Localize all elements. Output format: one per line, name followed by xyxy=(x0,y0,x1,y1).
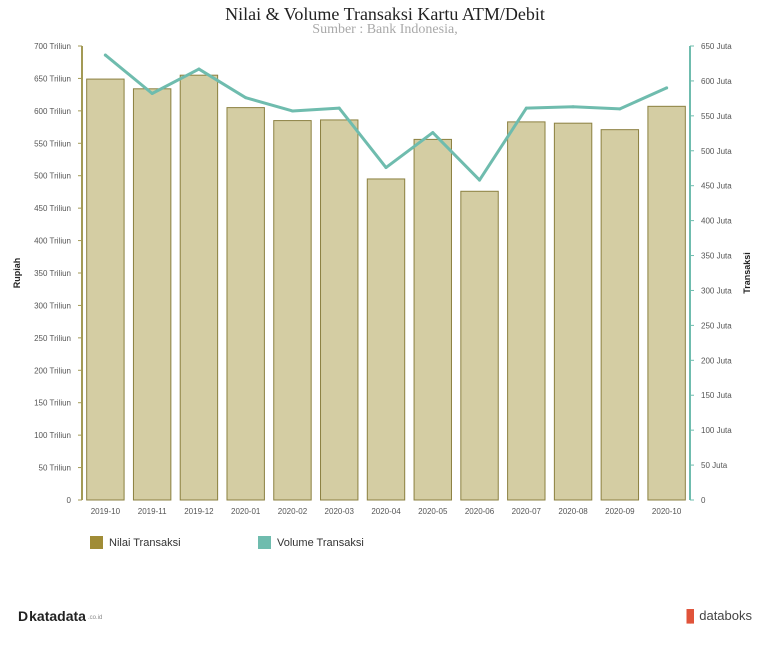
point-volume-2020-07 xyxy=(524,106,528,110)
right-axis-tick-label: 450 Juta xyxy=(701,182,732,191)
right-axis-tick-label: 100 Juta xyxy=(701,426,732,435)
point-volume-2019-10 xyxy=(103,53,107,57)
bar-nilai-2019-10 xyxy=(86,78,125,501)
databoks-bars-icon: ▐▌ xyxy=(682,608,698,623)
legend-item-nilai[interactable]: Nilai Transaksi xyxy=(90,536,181,549)
left-axis-tick-label: 450 Triliun xyxy=(34,204,71,213)
left-axis-tick-label: 50 Triliun xyxy=(39,464,71,473)
legend-label-nilai: Nilai Transaksi xyxy=(109,536,181,549)
katadata-logo-text: katadata xyxy=(29,608,86,624)
point-volume-2020-03 xyxy=(337,106,341,110)
databoks-logo-text: databoks xyxy=(699,608,752,623)
right-axis-tick-label: 300 Juta xyxy=(701,286,732,295)
bar-nilai-2020-04 xyxy=(366,178,406,501)
x-axis-tick-label: 2020-04 xyxy=(371,507,401,516)
bar-nilai-2020-06 xyxy=(460,190,499,501)
point-volume-2020-09 xyxy=(618,107,622,111)
bar-nilai-2020-07 xyxy=(507,121,546,501)
point-volume-2020-02 xyxy=(290,109,294,113)
x-axis-tick-label: 2020-08 xyxy=(558,507,588,516)
databoks-logo[interactable]: ▐▌ databoks xyxy=(682,608,752,623)
chart-title: Nilai & Volume Transaksi Kartu ATM/Debit xyxy=(225,4,545,24)
x-axis-tick-label: 2020-03 xyxy=(325,507,355,516)
left-axis-tick-label: 100 Triliun xyxy=(34,431,71,440)
katadata-logo[interactable]: D katadata .co.id xyxy=(18,608,102,624)
left-axis-tick-label: 400 Triliun xyxy=(34,237,71,246)
point-volume-2020-05 xyxy=(431,131,435,135)
left-axis-tick-label: 150 Triliun xyxy=(34,399,71,408)
left-axis-tick-label: 350 Triliun xyxy=(34,269,71,278)
bar-nilai-2020-03 xyxy=(320,119,359,501)
left-axis-tick-label: 500 Triliun xyxy=(34,172,71,181)
left-axis-tick-label: 0 xyxy=(67,496,72,505)
left-axis-tick-label: 300 Triliun xyxy=(34,301,71,310)
right-axis-tick-label: 150 Juta xyxy=(701,391,732,400)
bar-nilai-2020-10 xyxy=(647,105,686,501)
right-axis-tick-label: 500 Juta xyxy=(701,147,732,156)
left-axis-title: Rupiah xyxy=(12,258,22,289)
point-volume-2020-04 xyxy=(384,166,388,170)
right-axis-tick-label: 250 Juta xyxy=(701,321,732,330)
left-axis-tick-label: 650 Triliun xyxy=(34,74,71,83)
right-axis-title: Transaksi xyxy=(742,252,752,294)
bar-nilai-2020-02 xyxy=(273,120,312,501)
point-volume-2020-01 xyxy=(244,96,248,100)
left-axis-tick-label: 200 Triliun xyxy=(34,366,71,375)
bar-nilai-2020-09 xyxy=(600,129,640,501)
left-axis-tick-label: 700 Triliun xyxy=(34,42,71,51)
x-axis-tick-label: 2019-12 xyxy=(184,507,214,516)
x-axis-tick-label: 2020-09 xyxy=(605,507,635,516)
x-axis-tick-label: 2020-05 xyxy=(418,507,448,516)
right-axis-tick-label: 50 Juta xyxy=(701,461,728,470)
bar-nilai-2020-01 xyxy=(226,107,265,501)
legend-swatch-volume xyxy=(258,536,271,549)
katadata-logo-suffix: .co.id xyxy=(87,615,103,621)
point-volume-2019-12 xyxy=(197,67,201,71)
x-axis-tick-label: 2019-11 xyxy=(138,507,167,516)
x-axis-tick-label: 2020-06 xyxy=(465,507,495,516)
bar-nilai-2020-08 xyxy=(553,122,593,501)
x-axis-tick-label: 2020-10 xyxy=(652,507,682,516)
point-volume-2020-06 xyxy=(478,178,482,182)
point-volume-2020-10 xyxy=(665,86,669,90)
x-axis-tick-label: 2019-10 xyxy=(91,507,121,516)
legend-label-volume: Volume Transaksi xyxy=(277,536,364,549)
katadata-d-icon: D xyxy=(18,608,29,624)
right-axis-tick-label: 600 Juta xyxy=(701,77,732,86)
right-axis-tick-label: 200 Juta xyxy=(701,356,732,365)
bar-nilai-2019-11 xyxy=(132,88,172,501)
bar-nilai-2020-05 xyxy=(413,138,452,501)
x-axis-tick-label: 2020-07 xyxy=(512,507,542,516)
left-axis-tick-label: 250 Triliun xyxy=(34,334,71,343)
x-axis-tick-label: 2020-01 xyxy=(231,507,261,516)
right-axis-tick-label: 0 xyxy=(701,496,706,505)
legend-swatch-nilai xyxy=(90,536,103,549)
right-axis-tick-label: 350 Juta xyxy=(701,252,732,261)
right-axis-tick-label: 550 Juta xyxy=(701,112,732,121)
legend-item-volume[interactable]: Volume Transaksi xyxy=(258,536,364,549)
bar-nilai-2019-12 xyxy=(179,74,219,501)
right-axis-tick-label: 650 Juta xyxy=(701,42,732,51)
left-axis-tick-label: 550 Triliun xyxy=(34,139,71,148)
point-volume-2020-08 xyxy=(571,105,575,109)
point-volume-2019-11 xyxy=(150,91,154,95)
right-axis-tick-label: 400 Juta xyxy=(701,217,732,226)
x-axis-tick-label: 2020-02 xyxy=(278,507,308,516)
chart-subtitle: Sumber : Bank Indonesia, xyxy=(312,22,458,37)
left-axis-tick-label: 600 Triliun xyxy=(34,107,71,116)
